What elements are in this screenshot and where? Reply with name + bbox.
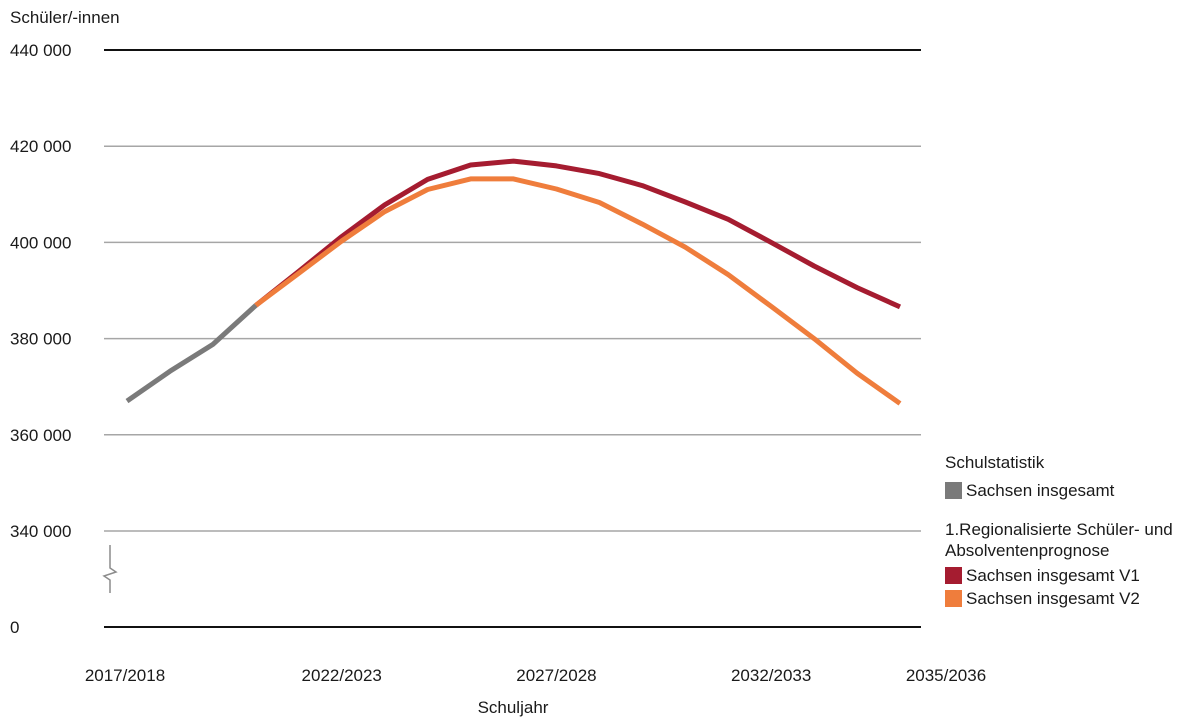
- legend-group-title: 1.Regionalisierte Schüler- und Absolvent…: [945, 520, 1173, 560]
- x-tick-label: 2027/2028: [516, 666, 596, 685]
- gridlines: [104, 49, 921, 628]
- y-tick-label: 420 000: [10, 137, 71, 156]
- legend-item-v2: Sachsen insgesamt V2: [945, 587, 1195, 609]
- x-tick-label: 2032/2033: [731, 666, 811, 685]
- series-lines: [125, 158, 902, 406]
- y-tick-label: 380 000: [10, 330, 71, 349]
- y-tick-label: 360 000: [10, 426, 71, 445]
- x-tick-label: 2035/2036: [906, 666, 986, 685]
- legend-label: Sachsen insgesamt: [966, 480, 1115, 500]
- y-axis-break: [102, 545, 118, 593]
- x-tick-label: 2017/2018: [85, 666, 165, 685]
- axis-break-mark: [102, 545, 118, 593]
- series-line-sachsen-insgesamt-v1: [254, 158, 902, 310]
- legend-group-prognose: 1.Regionalisierte Schüler- und Absolvent…: [945, 519, 1195, 609]
- x-axis-title: Schuljahr: [478, 698, 549, 717]
- x-tick-label: 2022/2023: [302, 666, 382, 685]
- y-tick-label: 440 000: [10, 41, 71, 60]
- y-tick-label: 400 000: [10, 233, 71, 252]
- legend-item-v1: Sachsen insgesamt V1: [945, 564, 1195, 586]
- y-tick-label: 340 000: [10, 522, 71, 541]
- y-axis-title: Schüler/-innen: [10, 8, 120, 27]
- x-tick-labels: 2017/2018 2022/2023 2027/2028 2032/2033 2035…: [85, 666, 986, 685]
- legend-group-title: Schulstatistik: [945, 453, 1045, 472]
- series-line-sachsen-insgesamt-v2: [254, 176, 902, 406]
- series-line-sachsen-insgesamt: [125, 303, 258, 404]
- legend-group-schulstatistik: Schulstatistik Sachsen insgesamt: [945, 452, 1195, 501]
- legend-swatch-gray: [945, 481, 962, 499]
- legend-label: Sachsen insgesamt V1: [966, 565, 1140, 585]
- legend: Schulstatistik Sachsen insgesamt 1.Regio…: [945, 452, 1195, 609]
- y-tick-labels: 440 000 420 000 400 000 380 000 360 000 340 0…: [10, 41, 71, 637]
- y-tick-label: 0: [10, 618, 19, 637]
- legend-item-sachsen-insgesamt: Sachsen insgesamt: [945, 479, 1195, 501]
- legend-swatch-orange: [945, 589, 962, 607]
- legend-label: Sachsen insgesamt V2: [966, 588, 1140, 608]
- legend-swatch-red: [945, 566, 962, 584]
